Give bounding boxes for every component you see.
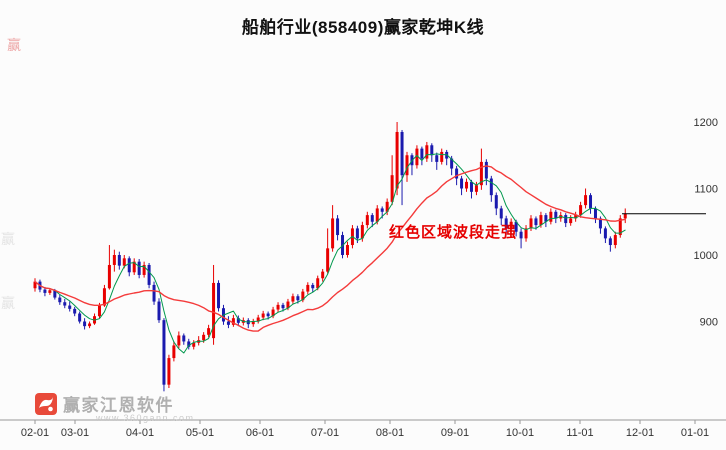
x-tick-label: 02-01	[21, 427, 49, 439]
y-axis-labels: 900 1000 1100 1200	[694, 117, 718, 329]
x-tick-label: 01-01	[681, 427, 709, 439]
watermark-stamp: 赢	[1, 295, 15, 311]
x-tick-label: 10-01	[506, 427, 534, 439]
page-title: 船舶行业(858409)赢家乾坤K线	[241, 18, 485, 37]
candles-layer	[33, 122, 627, 392]
x-axis: 02-01 03-01 04-01 05-01 06-01 07-01 08-01 09-01…	[0, 419, 726, 439]
trend-annotation: 红色区域波段走强	[389, 224, 518, 241]
watermark-url-text: www.360gann.com	[96, 413, 195, 423]
x-tick-label: 05-01	[186, 427, 214, 439]
watermark-brand-text: 赢家江恩软件	[63, 396, 174, 415]
watermark-stamp: 赢	[1, 231, 15, 247]
x-tick-label: 04-01	[126, 427, 154, 439]
x-tick-label: 06-01	[246, 427, 274, 439]
x-tick-label: 07-01	[311, 427, 339, 439]
brand-logo-icon	[35, 392, 57, 415]
y-tick-label: 1000	[694, 250, 718, 262]
watermark-brand-block: 赢家江恩软件	[35, 391, 174, 416]
watermark-stamp: 赢	[7, 37, 21, 53]
ma-long-line	[34, 165, 626, 332]
x-tick-label: 03-01	[61, 427, 89, 439]
x-tick-label: 12-01	[626, 427, 654, 439]
y-tick-label: 1200	[694, 117, 718, 129]
y-tick-label: 1100	[694, 184, 718, 196]
x-tick-label: 09-01	[441, 427, 469, 439]
y-tick-label: 900	[700, 317, 718, 329]
ma-short-line	[34, 153, 626, 354]
x-tick-label: 08-01	[376, 427, 404, 439]
x-tick-label: 11-01	[566, 427, 593, 439]
